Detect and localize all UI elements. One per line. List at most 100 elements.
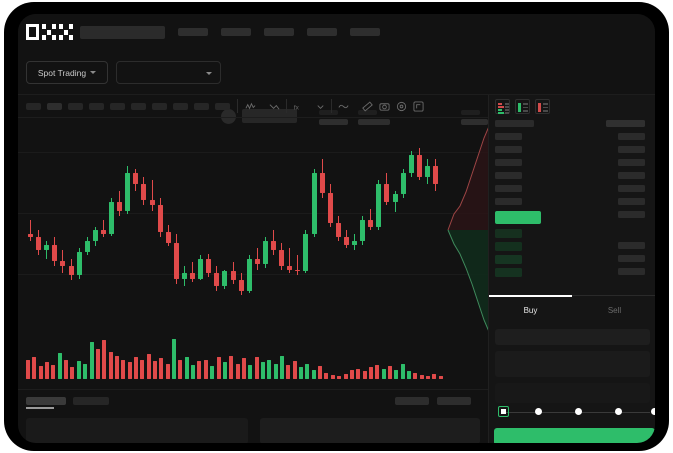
bid-row-2[interactable] [495, 242, 522, 251]
volume-bar [311, 369, 316, 379]
order-type-field[interactable] [495, 329, 650, 345]
volume-bar [407, 371, 411, 379]
ask-row-1[interactable] [495, 133, 522, 140]
interval-button-6[interactable] [131, 103, 146, 110]
volume-bar [229, 355, 234, 379]
candle-body [424, 165, 430, 177]
tab-sell[interactable]: Sell [607, 305, 622, 315]
interval-button-4[interactable] [89, 103, 104, 110]
stepper-step-5[interactable] [651, 408, 655, 415]
spot-trading-select[interactable]: Spot Trading [26, 61, 108, 84]
ask-row-6[interactable] [495, 198, 522, 205]
ruler-icon[interactable] [362, 101, 373, 112]
interval-button-9[interactable] [194, 103, 209, 110]
stepper-step-2[interactable] [535, 408, 542, 415]
bottom-tab-open-orders[interactable] [26, 397, 66, 405]
volume-bar [305, 363, 310, 379]
fullscreen-icon[interactable] [413, 101, 424, 112]
stepper-step-1-active[interactable] [498, 406, 509, 417]
chevron-down-icon [206, 72, 212, 75]
bottom-tab-order-history[interactable] [73, 397, 109, 405]
interval-button-1[interactable] [26, 103, 41, 110]
line-chart-icon[interactable] [245, 101, 256, 112]
volume-bar [362, 371, 367, 379]
stepper-step-4[interactable] [615, 408, 622, 415]
candle-body [44, 244, 50, 250]
ask-row-3[interactable] [495, 159, 522, 166]
candle-body [68, 266, 74, 275]
camera-icon[interactable] [379, 101, 390, 112]
ask-row-2[interactable] [495, 146, 522, 153]
interval-button-5[interactable] [110, 103, 125, 110]
spot-trading-label: Spot Trading [37, 67, 87, 78]
volume-bar [114, 355, 119, 379]
bid-row-3[interactable] [495, 255, 522, 264]
search-input[interactable] [80, 26, 165, 39]
interval-button-8[interactable] [173, 103, 188, 110]
volume-bar [426, 375, 431, 379]
bid-row-4[interactable] [495, 268, 522, 277]
candle-body [311, 172, 317, 234]
buy-sell-tabs: Buy Sell [489, 295, 655, 323]
interval-button-3[interactable] [68, 103, 83, 110]
candle-wick [102, 219, 104, 238]
bottom-card-left[interactable] [26, 418, 248, 443]
size-cell [618, 172, 645, 179]
bottom-action-1[interactable] [395, 397, 429, 405]
volume-bar [26, 359, 30, 379]
spread-row[interactable] [495, 211, 541, 224]
pair-select[interactable] [116, 61, 221, 84]
interval-button-10[interactable] [215, 103, 230, 110]
order-book-header-size [606, 120, 645, 127]
okx-logo[interactable] [26, 24, 73, 40]
candle-body [384, 183, 390, 202]
interval-button-7[interactable] [152, 103, 167, 110]
toolbar-divider [237, 99, 238, 113]
nav-item-3[interactable] [264, 28, 294, 36]
volume-bar [292, 360, 297, 379]
asks-icon[interactable] [535, 99, 550, 114]
both-icon[interactable] [495, 99, 510, 114]
price-chart[interactable] [18, 118, 488, 389]
order-book-rows[interactable] [489, 119, 655, 289]
volume-bar [381, 368, 386, 379]
settings-icon[interactable] [396, 101, 407, 112]
bottom-card-right[interactable] [260, 418, 480, 443]
candle-body [28, 233, 33, 238]
volume-bar [248, 364, 253, 379]
volume-bar [273, 363, 278, 379]
wave-icon[interactable] [338, 101, 349, 112]
nav-item-4[interactable] [307, 28, 337, 36]
candle-body [173, 242, 179, 279]
onboarding-stepper [488, 404, 655, 422]
nav-item-5[interactable] [350, 28, 380, 36]
bid-row-1[interactable] [495, 229, 522, 238]
nav-item-2[interactable] [221, 28, 251, 36]
bids-icon[interactable] [515, 99, 530, 114]
primary-cta-button[interactable] [494, 428, 655, 443]
tab-buy[interactable]: Buy [523, 305, 538, 315]
ask-row-5[interactable] [495, 185, 522, 192]
size-cell [618, 198, 645, 205]
order-book-view-modes [495, 99, 550, 114]
indicators-icon[interactable]: fx [293, 101, 304, 112]
interval-button-2[interactable] [47, 103, 62, 110]
bottom-action-2[interactable] [437, 397, 471, 405]
candle-wick [151, 180, 153, 211]
candles-icon[interactable] [269, 101, 280, 112]
stepper-step-3[interactable] [575, 408, 582, 415]
chevron-down-icon[interactable] [315, 101, 326, 112]
ask-row-4[interactable] [495, 172, 522, 179]
size-cell [618, 133, 645, 140]
volume-bar [280, 355, 284, 379]
candle-wick [394, 190, 396, 213]
candle-body [149, 199, 155, 206]
size-cell [618, 185, 645, 192]
chart-toolbar: fx [18, 95, 655, 118]
volume-bar [387, 366, 392, 379]
price-field[interactable] [495, 351, 650, 377]
amount-field[interactable] [495, 383, 650, 403]
volume-bar [299, 367, 304, 379]
volume-bar [216, 357, 221, 379]
nav-item-1[interactable] [178, 28, 208, 36]
